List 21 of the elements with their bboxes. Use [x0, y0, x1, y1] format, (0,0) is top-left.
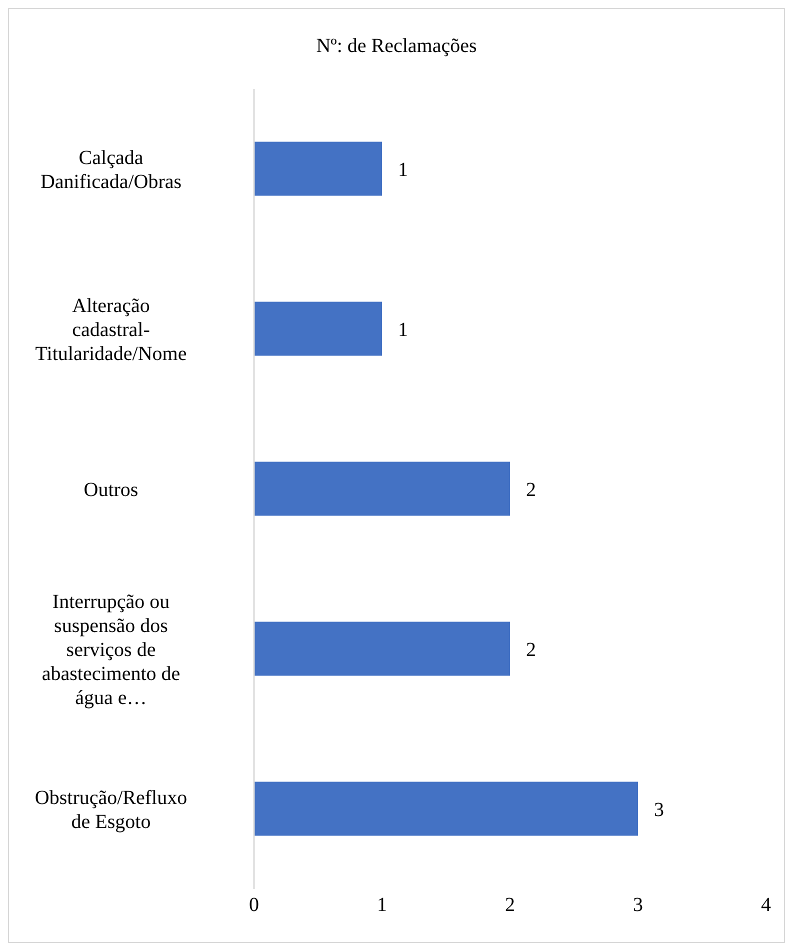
data-label: 1	[398, 318, 408, 341]
x-tick-label: 0	[249, 894, 259, 916]
bar	[254, 142, 382, 196]
x-tick-label: 3	[633, 894, 643, 916]
data-label: 1	[398, 158, 408, 181]
y-tick-label: Interrupção ou suspensão dos serviços de abastecimento de água e…	[42, 591, 180, 709]
y-tick-label: Obstrução/Refluxo de Esgoto	[34, 787, 188, 833]
bar	[254, 782, 638, 836]
y-tick-label: Calçada Danificada/Obras	[40, 147, 182, 193]
data-label: 3	[654, 798, 664, 821]
x-tick-label: 4	[761, 894, 771, 916]
bar	[254, 302, 382, 356]
bar	[254, 462, 510, 516]
x-tick-label: 1	[377, 894, 387, 916]
y-tick-label: Alteração cadastral-Titularidade/Nome	[35, 295, 187, 365]
chart-title: Nº: de Reclamações	[315, 34, 478, 59]
bar	[254, 622, 510, 676]
data-label: 2	[526, 638, 536, 661]
y-tick-label: Outros	[84, 479, 138, 501]
x-tick-label: 2	[505, 894, 515, 916]
data-label: 2	[526, 478, 536, 501]
